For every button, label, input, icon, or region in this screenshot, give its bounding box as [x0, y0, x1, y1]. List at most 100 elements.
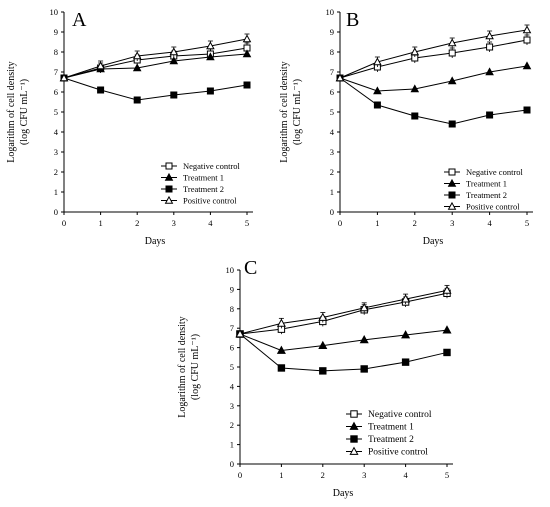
data-point-treatment-1 [169, 56, 179, 65]
data-point-positive-control [235, 329, 245, 338]
y-tick-label: 3 [230, 401, 234, 411]
legend-marker-negative-control [448, 168, 456, 176]
data-point-treatment-2 [360, 365, 368, 373]
legend-label: Treatment 2 [368, 435, 414, 445]
legend-marker-treatment-2 [448, 191, 456, 199]
data-point-treatment-2 [373, 101, 381, 109]
data-point-treatment-2 [523, 106, 531, 114]
x-tick-label: 4 [487, 218, 492, 228]
y-tick-label: 2 [330, 167, 334, 177]
data-point-treatment-2 [443, 348, 451, 357]
y-tick-label: 0 [54, 207, 58, 217]
x-tick-label: 1 [98, 218, 102, 228]
data-point-positive-control [276, 318, 286, 327]
y-tick-label: 9 [230, 284, 234, 294]
data-point-positive-control [132, 51, 142, 60]
y-tick-label: 8 [230, 304, 234, 314]
data-point-treatment-1 [485, 67, 494, 76]
panel-letter: B [346, 9, 359, 31]
data-point-treatment-2 [319, 367, 327, 375]
x-tick-label: 0 [62, 218, 66, 228]
y-axis-title-line1: Logarithm of cell density [6, 61, 17, 162]
data-point-treatment-2 [206, 87, 214, 95]
legend-label: Treatment 2 [466, 190, 507, 200]
data-point-positive-control [401, 294, 411, 303]
chart-panel-b: 0 1 2 3 4 5 6 7 8 9 10 0 1 2 3 4 5 Days Logarithm of cell … [279, 7, 533, 247]
legend-marker-negative-control [165, 162, 173, 170]
data-point-positive-control [242, 34, 252, 43]
x-axis-title: Days [423, 236, 444, 247]
panel-letter: A [72, 9, 87, 31]
y-tick-label: 3 [330, 147, 334, 157]
y-tick-label: 5 [330, 107, 334, 117]
x-tick-label: 3 [450, 218, 454, 228]
legend-marker-negative-control [350, 410, 358, 418]
legend-marker-positive-control [164, 195, 174, 204]
y-axis-title-line2: (log CFU mL⁻¹) [292, 79, 303, 145]
data-point-positive-control [485, 31, 494, 40]
y-axis-title-line2: (log CFU mL⁻¹) [190, 334, 201, 400]
series-line-treatment-2 [63, 77, 248, 101]
data-point-treatment-1 [318, 340, 328, 350]
chart-panel-a: 0 1 2 3 4 5 6 7 8 9 10 0 1 2 3 4 5 Days Logarithm of cell … [6, 7, 253, 247]
y-tick-label: 10 [326, 7, 335, 17]
y-tick-label: 4 [230, 381, 235, 391]
y-tick-label: 2 [54, 167, 58, 177]
y-tick-label: 10 [226, 265, 235, 275]
series-line-treatment-1 [63, 53, 248, 79]
series-line-treatment-1 [239, 329, 448, 352]
panel-letter: C [244, 257, 257, 279]
data-point-negative-control [448, 49, 456, 57]
x-tick-label: 2 [321, 470, 325, 480]
legend-label: Positive control [368, 448, 428, 458]
data-point-treatment-2 [133, 96, 141, 104]
data-point-negative-control [523, 36, 531, 44]
data-point-treatment-2 [170, 91, 178, 99]
x-tick-label: 0 [238, 470, 242, 480]
legend-label: Treatment 1 [183, 173, 224, 183]
x-tick-label: 3 [172, 218, 176, 228]
y-tick-label: 2 [230, 420, 234, 430]
data-point-treatment-2 [486, 111, 494, 119]
data-point-treatment-1 [206, 52, 215, 61]
data-point-positive-control [318, 312, 328, 321]
data-point-negative-control [486, 43, 494, 51]
legend-marker-treatment-1 [164, 172, 174, 181]
series-line-negative-control [63, 47, 248, 79]
y-tick-label: 7 [330, 67, 334, 77]
legend-label: Positive control [466, 202, 520, 212]
chart-panel-c: 0 1 2 3 4 5 6 7 8 9 10 0 1 2 3 4 5 Days Logarithm of cell … [177, 257, 453, 499]
y-tick-label: 8 [54, 47, 58, 57]
legend-marker-treatment-1 [349, 421, 359, 430]
data-point-treatment-2 [401, 358, 410, 366]
legend-label: Negative control [466, 167, 524, 177]
legend-marker-treatment-2 [350, 435, 358, 443]
y-tick-label: 10 [50, 7, 59, 17]
y-tick-label: 7 [54, 67, 58, 77]
data-point-treatment-2 [411, 112, 419, 120]
legend-label: Treatment 2 [183, 184, 224, 194]
legend-label: Treatment 1 [466, 179, 507, 189]
data-point-treatment-2 [97, 86, 105, 94]
x-tick-label: 1 [279, 470, 283, 480]
y-tick-label: 1 [54, 187, 58, 197]
y-tick-label: 6 [54, 87, 58, 97]
x-tick-label: 1 [375, 218, 379, 228]
x-tick-label: 5 [245, 218, 249, 228]
x-tick-label: 2 [135, 218, 139, 228]
y-tick-label: 9 [54, 27, 58, 37]
data-point-positive-control [335, 73, 345, 82]
legend-label: Positive control [183, 196, 237, 206]
x-tick-label: 5 [525, 218, 529, 228]
data-point-positive-control [522, 25, 532, 34]
series-line-treatment-1 [339, 65, 528, 92]
x-tick-label: 2 [413, 218, 417, 228]
legend-label: Negative control [368, 410, 432, 420]
data-point-treatment-1 [410, 84, 420, 93]
y-axis-title-line1: Logarithm of cell density [279, 61, 290, 162]
y-tick-label: 8 [330, 47, 334, 57]
y-tick-label: 7 [230, 323, 234, 333]
